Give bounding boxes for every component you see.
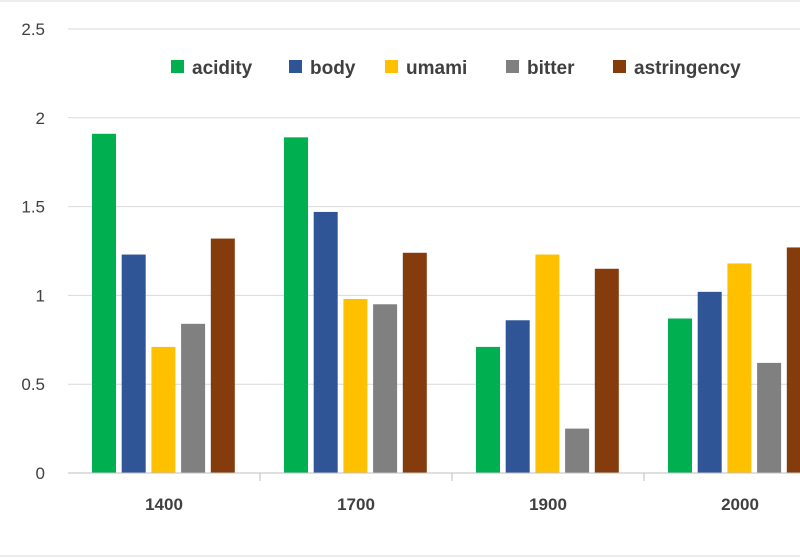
legend: acidity body umami bitter astringency: [171, 58, 741, 79]
bar-umami-1700: [343, 298, 368, 473]
legend-swatch-body: [289, 60, 302, 73]
bar-body-1700: [313, 211, 338, 474]
axes: 0 0.5 1 1.5 2 2.5 1400 1700 1900 2000: [21, 20, 800, 514]
legend-swatch-acidity: [171, 60, 184, 73]
x-tick-label: 1400: [145, 495, 183, 514]
bar-body-1900: [505, 320, 530, 473]
bar-umami-2000: [727, 263, 752, 473]
y-tick-label: 2.5: [21, 20, 45, 39]
legend-label-bitter: bitter: [527, 58, 575, 79]
bar-bitter-2000: [757, 362, 782, 473]
legend-swatch-astringency: [613, 60, 626, 73]
bar-astringency-1700: [402, 252, 427, 473]
bar-acidity-1700: [284, 137, 308, 473]
bar-bitter-1900: [565, 428, 590, 473]
x-tick-label: 2000: [721, 495, 759, 514]
x-tick-label: 1700: [337, 495, 375, 514]
bar-bitter-1700: [373, 304, 398, 473]
legend-label-acidity: acidity: [192, 58, 253, 79]
legend-label-umami: umami: [406, 58, 467, 79]
bar-umami-1400: [151, 346, 176, 473]
legend-label-body: body: [310, 58, 356, 79]
bar-umami-1900: [535, 254, 560, 473]
bar-astringency-1900: [594, 268, 619, 473]
legend-swatch-bitter: [506, 60, 519, 73]
y-tick-label: 0: [36, 464, 45, 483]
bars: [92, 133, 800, 474]
bar-astringency-2000: [786, 247, 800, 473]
x-tick-label: 1900: [529, 495, 567, 514]
y-tick-label: 1.5: [21, 198, 45, 217]
legend-swatch-umami: [385, 60, 398, 73]
bar-acidity-1900: [476, 346, 500, 473]
legend-label-astringency: astringency: [634, 58, 741, 79]
bar-astringency-1400: [210, 238, 235, 473]
y-tick-label: 1: [36, 286, 45, 305]
bar-bitter-1400: [181, 323, 206, 473]
bar-body-2000: [697, 291, 722, 473]
bar-acidity-2000: [668, 318, 692, 473]
y-tick-label: 2: [36, 109, 45, 128]
bar-acidity-1400: [92, 133, 116, 473]
y-tick-label: 0.5: [21, 375, 45, 394]
bar-body-1400: [121, 254, 146, 473]
